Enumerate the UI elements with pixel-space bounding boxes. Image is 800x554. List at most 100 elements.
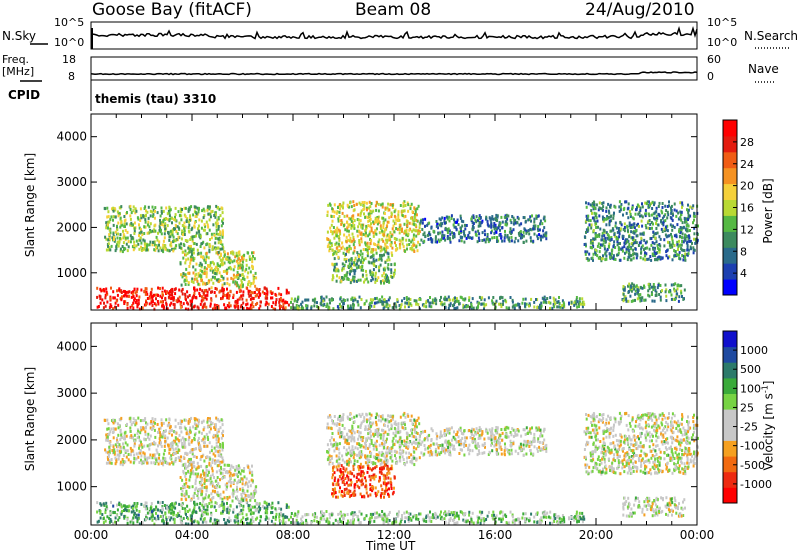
velocity-panel: 4000 3000 2000 1000 00:00 04:00 08:00 12:00 16:0… <box>56 322 772 542</box>
colorbar-tick-label: -25 <box>740 421 758 434</box>
colorbar-segment <box>723 167 737 185</box>
nsearch-tick-top: 10^5 <box>707 16 738 29</box>
colorbar-tick-label: 25 <box>740 401 754 414</box>
colorbar-segment <box>723 424 737 441</box>
echo-band-0 <box>96 286 290 311</box>
echo-band-2 <box>103 204 225 254</box>
colorbar-segment <box>723 215 737 232</box>
freq-label: Freq. <box>2 53 30 66</box>
echo-cells <box>96 411 699 526</box>
nsky-trace <box>90 25 698 40</box>
echo-band-2 <box>103 416 225 467</box>
nsky-tick-top: 10^5 <box>54 16 85 29</box>
nsearch-tick-bottom: 10^0 <box>707 36 738 49</box>
echo-band-1 <box>290 510 586 526</box>
echo-band-6 <box>179 250 258 290</box>
nsky-tick-bottom: 10^0 <box>54 36 85 49</box>
colorbar-segment <box>723 199 737 216</box>
echo-band-3 <box>326 200 421 254</box>
colorbar: 1000 500 100 25 -25 -100 -500 -1000 <box>722 330 772 504</box>
power-panel: 4000 3000 2000 1000 28 24 20 16 12 8 4 <box>56 113 754 311</box>
ytick-label: 3000 <box>56 175 87 189</box>
colorbar-segment <box>723 456 737 473</box>
xaxis-title: Time UT <box>366 539 416 553</box>
xtick-label: 16:00 <box>478 528 513 542</box>
colorbar-tick-label: 8 <box>740 245 747 258</box>
colorbar-tick-label: 28 <box>740 136 754 149</box>
colorbar-tick-label: 4 <box>740 267 747 280</box>
colorbar-segment <box>723 393 737 410</box>
echo-band-0 <box>96 500 290 526</box>
colorbar-segment <box>723 377 737 394</box>
echo-band-6 <box>179 463 258 504</box>
echo-band-5 <box>583 411 699 476</box>
freq-tick-bottom: 8 <box>68 70 75 83</box>
echo-band-4 <box>419 425 548 457</box>
nave-tick-top: 60 <box>707 53 721 66</box>
colorbar-segment <box>723 247 737 264</box>
ytick-label: 3000 <box>56 386 87 400</box>
xtick-label: 12:00 <box>377 528 412 542</box>
station-title: Goose Bay (fitACF) <box>92 0 252 20</box>
xtick-label: 00:00 <box>74 528 109 542</box>
power-ylabel: Slant Range [km] <box>23 152 37 258</box>
echo-cells <box>96 200 699 311</box>
ytick-label: 4000 <box>56 130 87 144</box>
colorbar-segment <box>723 231 737 248</box>
cpid-label: CPID <box>8 88 41 102</box>
echo-band-1 <box>290 295 586 311</box>
colorbar-tick-label: -1000 <box>740 478 772 491</box>
xtick-label: 04:00 <box>175 528 210 542</box>
xtick-label: 08:00 <box>276 528 311 542</box>
freq-tick-top: 18 <box>62 53 76 66</box>
colorbar-segment <box>723 279 737 296</box>
colorbar-segment <box>723 346 737 363</box>
colorbar: 28 24 20 16 12 8 4 <box>722 119 754 296</box>
colorbar-segment <box>723 487 737 504</box>
nave-tick-bottom: 0 <box>707 70 714 83</box>
ytick-label: 2000 <box>56 433 87 447</box>
colorbar-segment <box>723 151 737 169</box>
colorbar-segment <box>723 440 737 457</box>
power-colorbar-label: Power [dB] <box>761 178 775 244</box>
xtick-label: 00:00 <box>680 528 715 542</box>
colorbar-segment <box>723 263 737 280</box>
colorbar-tick-label: 500 <box>740 363 761 376</box>
velocity-ylabel: Slant Range [km] <box>23 366 37 472</box>
freq-trace <box>90 71 698 76</box>
colorbar-tick-label: 1000 <box>740 344 768 357</box>
velocity-colorbar-label: Velocity [m s-1] <box>760 380 776 471</box>
echo-band-7 <box>331 250 396 285</box>
ytick-label: 4000 <box>56 339 87 353</box>
nsearch-label: N.Search <box>744 29 799 43</box>
colorbar-tick-label: 16 <box>740 202 754 215</box>
xtick-label: 20:00 <box>579 528 614 542</box>
top-panels <box>20 21 790 111</box>
ytick-label: 2000 <box>56 220 87 234</box>
date-label: 24/Aug/2010 <box>585 0 695 20</box>
colorbar-frame <box>722 330 738 504</box>
colorbar-tick-label: -100 <box>740 440 765 453</box>
nsky-label: N.Sky <box>2 29 37 43</box>
echo-band-7 <box>331 463 396 499</box>
colorbar-segment <box>723 135 737 153</box>
freq-unit: [MHz] <box>2 65 35 78</box>
beam-label: Beam 08 <box>355 0 432 20</box>
colorbar-segment <box>723 120 737 137</box>
echo-band-8 <box>621 282 686 303</box>
echo-band-8 <box>622 496 686 518</box>
colorbar-segment <box>723 331 737 348</box>
colorbar-tick-label: 24 <box>740 158 754 171</box>
colorbar-tick-label: 12 <box>740 223 754 236</box>
ytick-label: 1000 <box>56 480 87 494</box>
nave-label: Nave <box>748 62 779 76</box>
colorbar-segment <box>723 471 737 488</box>
ytick-label: 1000 <box>56 266 87 280</box>
freq-frame <box>90 56 698 81</box>
echo-band-4 <box>419 213 548 244</box>
cpid-value: themis (tau) 3310 <box>95 92 217 106</box>
colorbar-tick-label: 100 <box>740 382 761 395</box>
colorbar-tick-label: 20 <box>740 180 754 193</box>
echo-band-5 <box>583 200 699 263</box>
